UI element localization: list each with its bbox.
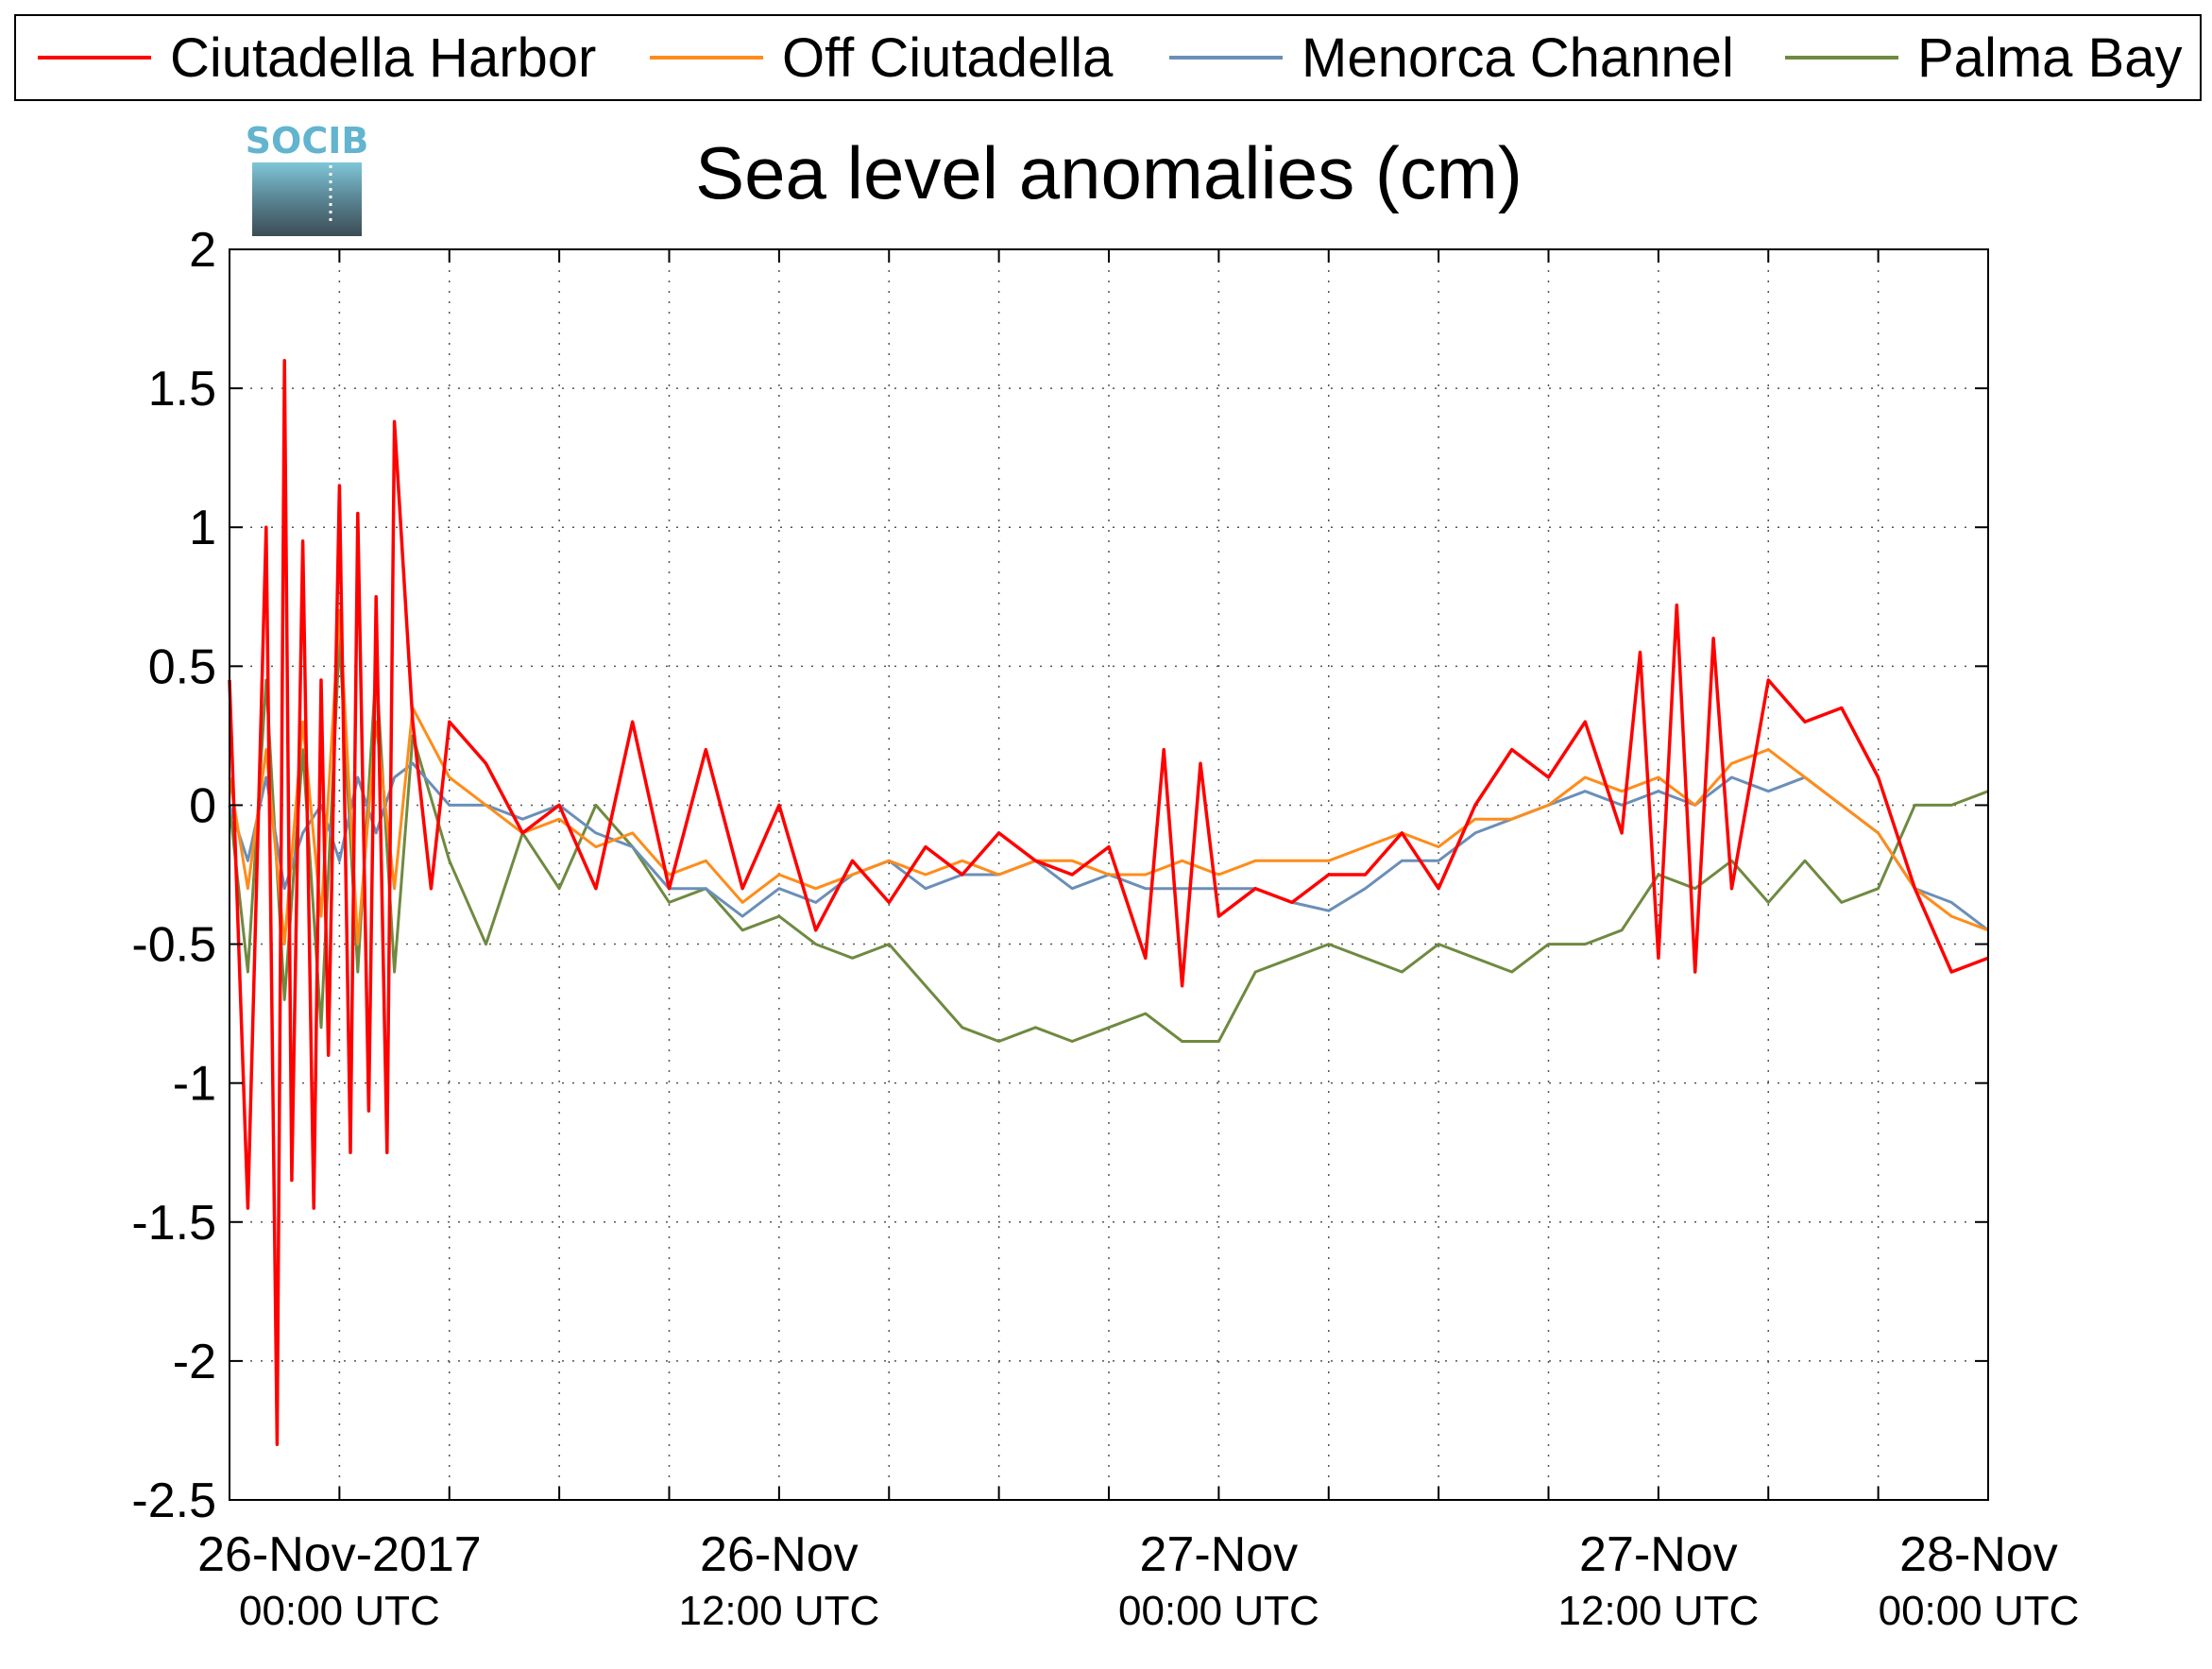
x-tick-label: 28-Nov <box>1899 1527 2058 1582</box>
logo-text: SOCIB <box>246 120 369 162</box>
y-tick-label: 0 <box>189 778 216 833</box>
legend-label: Menorca Channel <box>1302 27 1734 89</box>
x-tick-sublabel: 00:00 UTC <box>1118 1588 1319 1634</box>
x-tick-label: 26-Nov <box>700 1527 859 1582</box>
y-tick-label: -0.5 <box>131 918 216 973</box>
y-tick-label: 1.5 <box>148 362 216 417</box>
y-tick-label: -2 <box>173 1335 216 1389</box>
chart-title: Sea level anomalies (cm) <box>695 131 1523 214</box>
y-tick-label: 2 <box>189 223 216 278</box>
y-tick-label: 0.5 <box>148 639 216 694</box>
x-tick-sublabel: 12:00 UTC <box>678 1588 879 1634</box>
x-axis: 26-Nov-2017 00:00 UTC 26-Nov 12:00 UTC 27-No… <box>197 249 2079 1634</box>
x-tick-sublabel: 12:00 UTC <box>1557 1588 1759 1634</box>
x-tick-sublabel: 00:00 UTC <box>1879 1588 2080 1634</box>
y-tick-label: -1.5 <box>131 1196 216 1251</box>
y-tick-label: 1 <box>189 501 216 555</box>
legend: Ciutadella Harbor Off Ciutadella Menorca C… <box>38 27 2182 89</box>
x-tick-sublabel: 00:00 UTC <box>239 1588 440 1634</box>
series-lines <box>228 358 1989 1446</box>
legend-label: Ciutadella Harbor <box>170 27 596 89</box>
series-line-ciutadella-harbor <box>228 358 1989 1446</box>
x-tick-label: 26-Nov-2017 <box>197 1527 482 1582</box>
socib-logo: SOCIB <box>246 120 369 236</box>
legend-label: Palma Bay <box>1917 27 2182 89</box>
series-line-palma-bay <box>228 637 1989 1043</box>
y-axis: 2 1.5 1 0.5 0 -0.5 -1 -1.5 -2 -2.5 <box>131 223 1988 1528</box>
y-tick-label: -1 <box>173 1057 216 1112</box>
y-tick-label: -2.5 <box>131 1473 216 1528</box>
x-tick-label: 27-Nov <box>1579 1527 1738 1582</box>
x-tick-label: 27-Nov <box>1140 1527 1299 1582</box>
legend-label: Off Ciutadella <box>782 27 1114 89</box>
